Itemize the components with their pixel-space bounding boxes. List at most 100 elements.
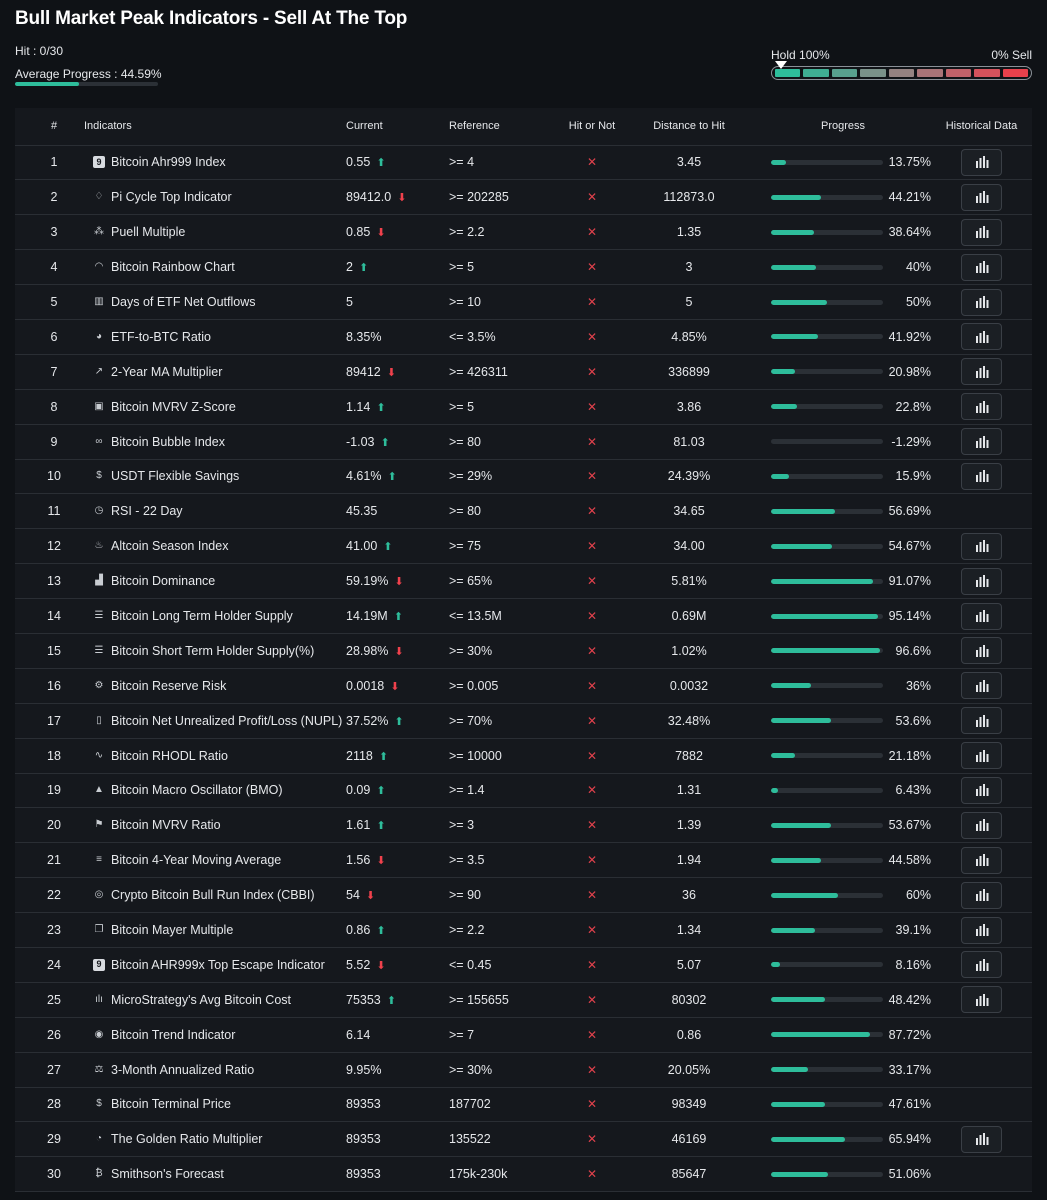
table-row[interactable]: 20 ⚑ Bitcoin MVRV Ratio 1.61 ⬆ >= 3 ✕ 1.39 53.67…: [15, 807, 1032, 844]
indicator-cell[interactable]: ⁂ Puell Multiple: [93, 214, 346, 251]
indicator-cell[interactable]: ☰ Bitcoin Short Term Holder Supply(%): [93, 633, 346, 669]
table-row[interactable]: 22 ◎ Crypto Bitcoin Bull Run Index (CBBI) 5…: [15, 877, 1032, 914]
indicator-name[interactable]: Bitcoin Reserve Risk: [111, 678, 227, 693]
historical-data-button[interactable]: [961, 532, 1002, 560]
historical-data-button[interactable]: [961, 672, 1002, 700]
indicator-cell[interactable]: $ USDT Flexible Savings: [93, 459, 346, 495]
table-row[interactable]: 12 ♨ Altcoin Season Index 41.00 ⬆ >= 75 ✕ 34.00…: [15, 528, 1032, 565]
table-row[interactable]: 25 ılı MicroStrategy's Avg Bitcoin Cost 753…: [15, 982, 1032, 1018]
table-row[interactable]: 17 ▯ Bitcoin Net Unrealized Profit/Loss (N…: [15, 703, 1032, 739]
indicator-cell[interactable]: $ Bitcoin Terminal Price: [93, 1087, 346, 1123]
historical-data-button[interactable]: [961, 742, 1002, 770]
historical-data-button[interactable]: [961, 602, 1002, 630]
indicator-cell[interactable]: ▲ Bitcoin Macro Oscillator (BMO): [93, 773, 346, 809]
historical-data-button[interactable]: [961, 148, 1002, 176]
indicator-cell[interactable]: ₿ Smithson's Forecast: [93, 1156, 346, 1193]
indicator-cell[interactable]: ∞ Bitcoin Bubble Index: [93, 424, 346, 460]
table-row[interactable]: 19 ▲ Bitcoin Macro Oscillator (BMO) 0.09 ⬆ >=…: [15, 773, 1032, 809]
table-row[interactable]: 21 ≡ Bitcoin 4-Year Moving Average 1.56 ⬇ >= …: [15, 842, 1032, 879]
table-row[interactable]: 14 ☰ Bitcoin Long Term Holder Supply 14.19M…: [15, 598, 1032, 634]
table-row[interactable]: 1 9 Bitcoin Ahr999 Index 0.55 ⬆ >= 4 ✕ 3.45 13.7…: [15, 145, 1032, 181]
table-row[interactable]: 6 ◕ ETF-to-BTC Ratio 8.35% <= 3.5% ✕ 4.85% 41.9…: [15, 319, 1032, 355]
indicator-name[interactable]: Bitcoin MVRV Z-Score: [111, 399, 236, 414]
historical-data-button[interactable]: [961, 183, 1002, 211]
historical-data-button[interactable]: [961, 916, 1002, 944]
historical-data-button[interactable]: [961, 253, 1002, 281]
table-row[interactable]: 13 ▟ Bitcoin Dominance 59.19% ⬇ >= 65% ✕ 5.81% 9…: [15, 563, 1032, 600]
indicator-name[interactable]: Bitcoin Dominance: [111, 574, 216, 589]
indicator-name[interactable]: The Golden Ratio Multiplier: [111, 1132, 263, 1147]
historical-data-button[interactable]: [961, 428, 1002, 456]
indicator-cell[interactable]: ⚖ 3-Month Annualized Ratio: [93, 1052, 346, 1088]
indicator-cell[interactable]: ❐ Bitcoin Mayer Multiple: [93, 912, 346, 948]
indicator-name[interactable]: Altcoin Season Index: [111, 539, 229, 554]
historical-data-button[interactable]: [961, 323, 1002, 351]
indicator-name[interactable]: Bitcoin Long Term Holder Supply: [111, 609, 293, 624]
indicator-name[interactable]: RSI - 22 Day: [111, 504, 183, 519]
table-row[interactable]: 4 ◠ Bitcoin Rainbow Chart 2 ⬆ >= 5 ✕ 3 40%: [15, 249, 1032, 286]
table-row[interactable]: 11 ◷ RSI - 22 Day 45.35 >= 80 ✕ 34.65 56.69%: [15, 493, 1032, 530]
table-row[interactable]: 8 ▣ Bitcoin MVRV Z-Score 1.14 ⬆ >= 5 ✕ 3.86 22.8…: [15, 389, 1032, 425]
indicator-name[interactable]: Bitcoin 4-Year Moving Average: [111, 853, 282, 868]
table-row[interactable]: 26 ◉ Bitcoin Trend Indicator 6.14 >= 7 ✕ 0.86 8…: [15, 1017, 1032, 1053]
indicator-name[interactable]: Bitcoin Net Unrealized Profit/Loss (NUPL…: [111, 713, 343, 728]
indicator-cell[interactable]: ılı MicroStrategy's Avg Bitcoin Cost: [93, 982, 346, 1018]
table-row[interactable]: 7 ↗ 2-Year MA Multiplier 89412 ⬇ >= 426311 ✕ 33…: [15, 354, 1032, 390]
table-row[interactable]: 28 $ Bitcoin Terminal Price 89353 187702 ✕ 983…: [15, 1087, 1032, 1123]
indicator-name[interactable]: Pi Cycle Top Indicator: [111, 190, 232, 205]
indicator-cell[interactable]: ⚙ Bitcoin Reserve Risk: [93, 668, 346, 704]
historical-data-button[interactable]: [961, 358, 1002, 386]
table-row[interactable]: 23 ❐ Bitcoin Mayer Multiple 0.86 ⬆ >= 2.2 ✕ 1.3…: [15, 912, 1032, 948]
table-row[interactable]: 15 ☰ Bitcoin Short Term Holder Supply(%) 28…: [15, 633, 1032, 669]
indicator-name[interactable]: Bitcoin Rainbow Chart: [111, 260, 235, 275]
indicator-name[interactable]: Bitcoin Trend Indicator: [111, 1027, 236, 1042]
indicator-cell[interactable]: ◠ Bitcoin Rainbow Chart: [93, 249, 346, 286]
indicator-name[interactable]: Bitcoin Short Term Holder Supply(%): [111, 643, 315, 658]
indicator-cell[interactable]: ▯ Bitcoin Net Unrealized Profit/Loss (NUP…: [93, 703, 346, 739]
indicator-name[interactable]: 2-Year MA Multiplier: [111, 364, 223, 379]
historical-data-button[interactable]: [961, 1125, 1002, 1153]
indicator-cell[interactable]: ▣ Bitcoin MVRV Z-Score: [93, 389, 346, 425]
indicator-cell[interactable]: ↗ 2-Year MA Multiplier: [93, 354, 346, 390]
indicator-cell[interactable]: ◔ The Golden Ratio Multiplier: [93, 1121, 346, 1158]
historical-data-button[interactable]: [961, 986, 1002, 1014]
table-row[interactable]: 9 ∞ Bitcoin Bubble Index -1.03 ⬆ >= 80 ✕ 81.03 -…: [15, 424, 1032, 460]
table-row[interactable]: 10 $ USDT Flexible Savings 4.61% ⬆ >= 29% ✕ 24.…: [15, 459, 1032, 495]
table-row[interactable]: 18 ∿ Bitcoin RHODL Ratio 2118 ⬆ >= 10000 ✕ 7882…: [15, 738, 1032, 774]
historical-data-button[interactable]: [961, 288, 1002, 316]
historical-data-button[interactable]: [961, 462, 1002, 490]
indicator-name[interactable]: ETF-to-BTC Ratio: [111, 329, 212, 344]
indicator-name[interactable]: Bitcoin AHR999x Top Escape Indicator: [111, 957, 325, 972]
indicator-name[interactable]: Bitcoin Ahr999 Index: [111, 155, 226, 170]
indicator-name[interactable]: Smithson's Forecast: [111, 1167, 224, 1182]
indicator-cell[interactable]: ⚑ Bitcoin MVRV Ratio: [93, 807, 346, 844]
indicator-cell[interactable]: 9 Bitcoin Ahr999 Index: [93, 145, 346, 181]
indicator-name[interactable]: Crypto Bitcoin Bull Run Index (CBBI): [111, 888, 315, 903]
table-row[interactable]: 2 ♢ Pi Cycle Top Indicator 89412.0 ⬇ >= 20228…: [15, 179, 1032, 216]
historical-data-button[interactable]: [961, 637, 1002, 665]
table-row[interactable]: 5 ▥ Days of ETF Net Outflows 5 >= 10 ✕ 5 50%: [15, 284, 1032, 320]
table-row[interactable]: 27 ⚖ 3-Month Annualized Ratio 9.95% >= 30% ✕ 2…: [15, 1052, 1032, 1088]
indicator-name[interactable]: USDT Flexible Savings: [111, 469, 240, 484]
indicator-cell[interactable]: ☰ Bitcoin Long Term Holder Supply: [93, 598, 346, 634]
historical-data-button[interactable]: [961, 218, 1002, 246]
indicator-cell[interactable]: ◷ RSI - 22 Day: [93, 493, 346, 530]
historical-data-button[interactable]: [961, 951, 1002, 979]
indicator-name[interactable]: MicroStrategy's Avg Bitcoin Cost: [111, 992, 292, 1007]
table-row[interactable]: 29 ◔ The Golden Ratio Multiplier 89353 13552…: [15, 1121, 1032, 1158]
indicator-name[interactable]: Bitcoin Bubble Index: [111, 434, 225, 449]
table-row[interactable]: 24 9 Bitcoin AHR999x Top Escape Indicator 5…: [15, 947, 1032, 983]
table-row[interactable]: 3 ⁂ Puell Multiple 0.85 ⬇ >= 2.2 ✕ 1.35 38.64%: [15, 214, 1032, 251]
indicator-cell[interactable]: ◎ Crypto Bitcoin Bull Run Index (CBBI): [93, 877, 346, 914]
indicator-cell[interactable]: ▟ Bitcoin Dominance: [93, 563, 346, 600]
historical-data-button[interactable]: [961, 881, 1002, 909]
historical-data-button[interactable]: [961, 707, 1002, 735]
indicator-name[interactable]: Days of ETF Net Outflows: [111, 295, 256, 309]
historical-data-button[interactable]: [961, 567, 1002, 595]
historical-data-button[interactable]: [961, 393, 1002, 421]
indicator-cell[interactable]: ◉ Bitcoin Trend Indicator: [93, 1017, 346, 1053]
historical-data-button[interactable]: [961, 776, 1002, 804]
indicator-name[interactable]: Puell Multiple: [111, 225, 186, 240]
table-row[interactable]: 16 ⚙ Bitcoin Reserve Risk 0.0018 ⬇ >= 0.005 ✕ 0…: [15, 668, 1032, 704]
indicator-cell[interactable]: ◕ ETF-to-BTC Ratio: [93, 319, 346, 355]
